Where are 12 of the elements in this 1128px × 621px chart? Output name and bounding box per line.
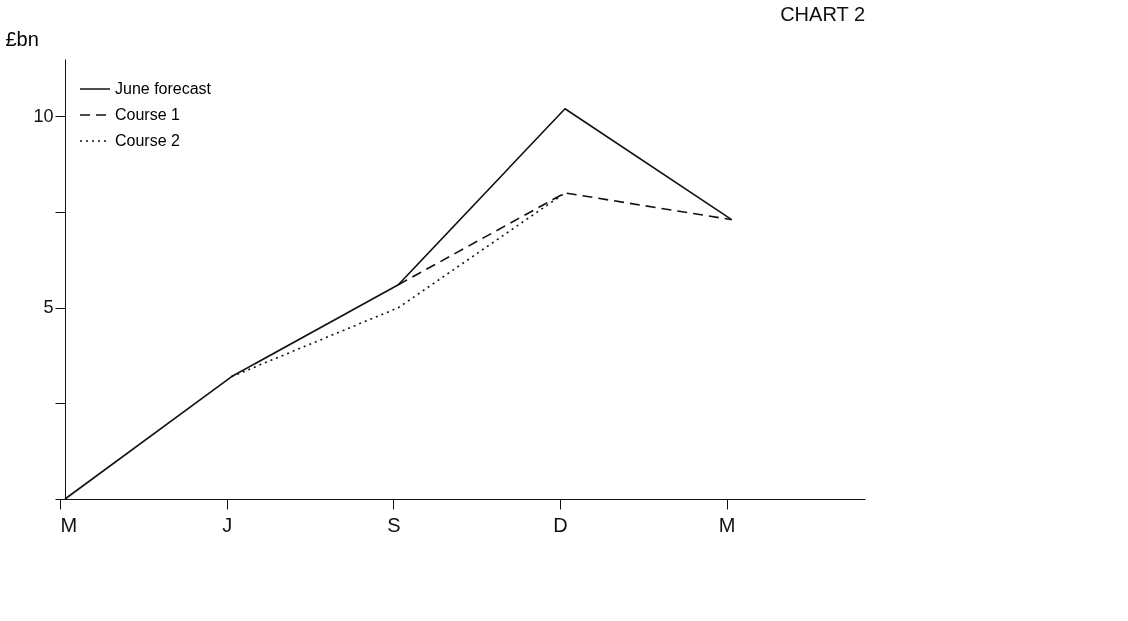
legend-label: Course 1 xyxy=(115,106,181,123)
y-tick-label: 10 xyxy=(33,105,54,126)
x-tick-label: D xyxy=(553,513,568,536)
x-tick-label: J xyxy=(222,513,233,536)
y-axis-title: £bn xyxy=(5,27,39,50)
legend-label: June forecast xyxy=(115,80,212,97)
x-tick-label: M xyxy=(60,513,78,536)
x-tick-label: M xyxy=(718,513,736,536)
y-tick-label: 5 xyxy=(43,297,54,318)
legend-label: Course 2 xyxy=(115,132,181,149)
chart-title: CHART 2 xyxy=(780,3,865,25)
x-tick-label: S xyxy=(387,513,401,536)
